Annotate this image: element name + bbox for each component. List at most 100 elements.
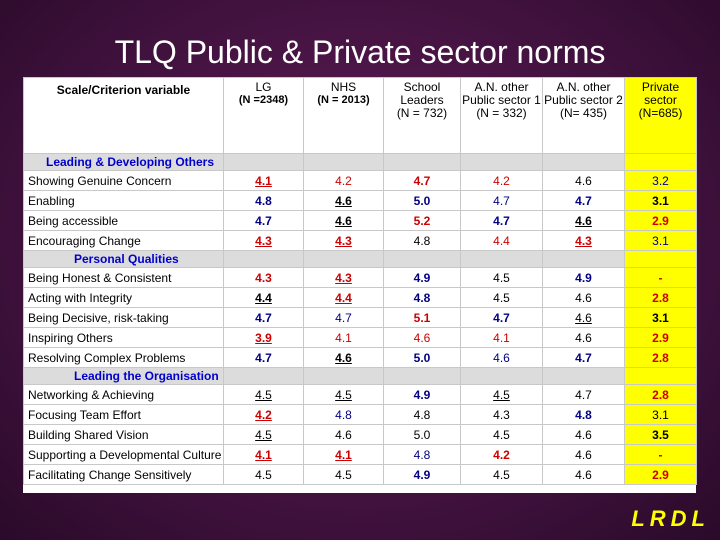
score-cell: 4.8 [383,404,461,425]
header-school-leaders: School Leaders (N = 732) [383,77,461,154]
table-header-row: Scale/Criterion variable LG (N =2348) NHS… [23,77,697,154]
score-cell: 4.3 [303,230,384,251]
score-cell: 4.7 [383,170,461,191]
norms-table-container: Scale/Criterion variable LG (N =2348) NHS… [23,77,697,493]
score-cell: 4.5 [303,384,384,405]
score-cell: 4.6 [542,307,625,328]
header-public-sector-2: A.N. other Public sector 2 (N= 435) [542,77,625,154]
header-private-sector: Private sector (N=685) [624,77,697,154]
score-cell: 3.9 [223,327,304,348]
score-cell: 4.8 [542,404,625,425]
section-filler-cell [223,250,304,268]
score-cell: 4.2 [303,170,384,191]
score-cell: 5.0 [383,424,461,445]
score-cell: 4.2 [223,404,304,425]
section-filler-cell [460,367,543,385]
score-cell: 4.7 [460,190,543,211]
table-row: Being Honest & Consistent 4.3 4.3 4.9 4.5 4.9… [23,267,697,288]
criterion-name: Being Decisive, risk-taking [23,307,224,328]
score-cell: 4.2 [460,170,543,191]
score-cell: 4.5 [460,424,543,445]
score-cell: 4.6 [303,424,384,445]
section-filler-cell [303,250,384,268]
score-cell: 4.3 [223,230,304,251]
table-row: Showing Genuine Concern 4.1 4.2 4.7 4.2 4.6 3.… [23,170,697,191]
criterion-name: Encouraging Change [23,230,224,251]
score-cell: 4.5 [303,464,384,485]
header-nhs: NHS (N = 2013) [303,77,384,154]
score-cell: 4.9 [542,267,625,288]
table-row: Supporting a Developmental Culture 4.1 4.1… [23,444,697,465]
score-cell: 2.9 [624,327,697,348]
header-scale: Scale/Criterion variable [23,77,224,154]
table-row: Being accessible 4.7 4.6 5.2 4.7 4.6 2.9 [23,210,697,231]
score-cell: 4.7 [542,347,625,368]
criterion-name: Resolving Complex Problems [23,347,224,368]
score-cell: 4.1 [303,327,384,348]
score-cell: 4.5 [223,464,304,485]
score-cell: 4.8 [223,190,304,211]
table-row: Resolving Complex Problems 4.7 4.6 5.0 4.6 4.… [23,347,697,368]
score-cell: 4.8 [303,404,384,425]
table-row: Encouraging Change 4.3 4.3 4.8 4.4 4.3 3.1 [23,230,697,251]
score-cell: 4.7 [542,190,625,211]
section-filler-cell [542,153,625,171]
criterion-name: Showing Genuine Concern [23,170,224,191]
score-cell: 4.1 [303,444,384,465]
section-filler-cell [383,153,461,171]
criterion-name: Building Shared Vision [23,424,224,445]
slide-title: TLQ Public & Private sector norms [114,34,606,70]
score-cell: 2.9 [624,210,697,231]
header-lg: LG (N =2348) [223,77,304,154]
score-cell: 4.7 [223,347,304,368]
score-cell: 3.1 [624,190,697,211]
score-cell: 4.5 [223,384,304,405]
score-cell: 4.5 [460,384,543,405]
score-cell: 5.0 [383,190,461,211]
score-cell: 4.8 [383,287,461,308]
score-cell: - [624,267,697,288]
score-cell: 4.6 [542,444,625,465]
score-cell: 4.5 [223,424,304,445]
section-filler-cell [542,367,625,385]
section-filler-cell [303,367,384,385]
score-cell: 4.6 [542,464,625,485]
score-cell: 2.8 [624,347,697,368]
table-row: Networking & Achieving 4.5 4.5 4.9 4.5 4.7 2.8 [23,384,697,405]
score-cell: 4.4 [303,287,384,308]
criterion-name: Enabling [23,190,224,211]
score-cell: 5.2 [383,210,461,231]
section-filler-cell [223,153,304,171]
score-cell: 4.6 [303,347,384,368]
score-cell: 4.1 [460,327,543,348]
score-cell: 4.9 [383,464,461,485]
section-filler-cell [460,153,543,171]
section-filler-cell [383,367,461,385]
score-cell: 4.3 [303,267,384,288]
score-cell: 4.4 [223,287,304,308]
criterion-name: Focusing Team Effort [23,404,224,425]
table-row: Inspiring Others 3.9 4.1 4.6 4.1 4.6 2.9 [23,327,697,348]
table-row: Focusing Team Effort 4.2 4.8 4.8 4.3 4.8 3.1 [23,404,697,425]
score-cell: 4.7 [223,210,304,231]
criterion-name: Acting with Integrity [23,287,224,308]
section-filler-cell [542,250,625,268]
criterion-name: Supporting a Developmental Culture [23,444,224,465]
section-header-row: Leading & Developing Others [23,153,697,171]
score-cell: 4.6 [460,347,543,368]
score-cell: 4.5 [460,267,543,288]
criterion-name: Facilitating Change Sensitively [23,464,224,485]
score-cell: 3.2 [624,170,697,191]
section-filler-cell [624,250,697,268]
score-cell: 4.6 [542,424,625,445]
score-cell: 4.7 [460,307,543,328]
score-cell: 4.5 [460,287,543,308]
score-cell: 4.7 [223,307,304,328]
score-cell: 4.1 [223,170,304,191]
score-cell: 4.7 [542,384,625,405]
score-cell: 4.3 [542,230,625,251]
table-row: Facilitating Change Sensitively 4.5 4.5 4.9… [23,464,697,485]
section-label: Leading the Organisation [23,367,224,385]
table-row: Enabling 4.8 4.6 5.0 4.7 4.7 3.1 [23,190,697,211]
score-cell: 4.4 [460,230,543,251]
